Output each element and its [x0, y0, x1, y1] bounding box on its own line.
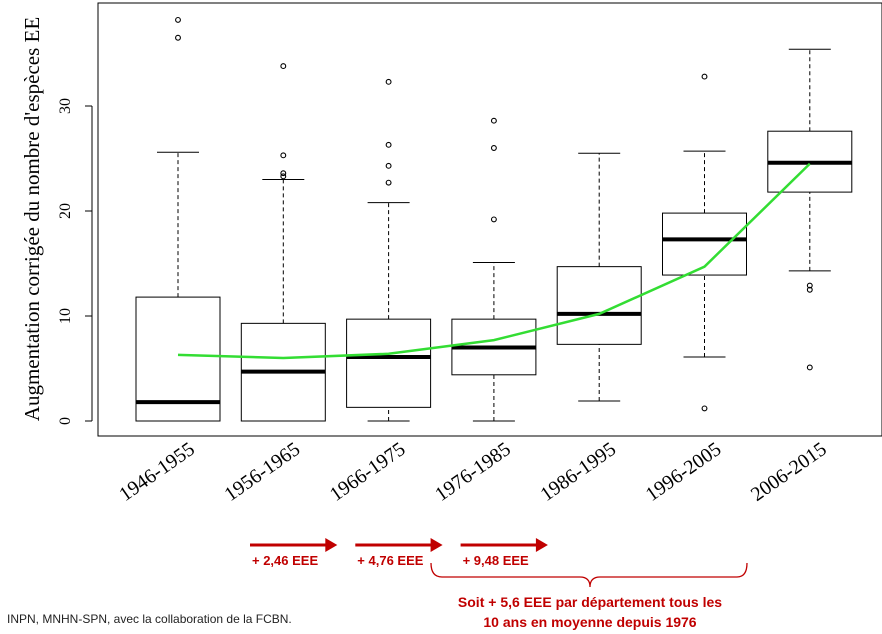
y-axis: 0 10 20 30 [57, 98, 93, 425]
outlier-point [385, 179, 392, 186]
outlier-point [175, 34, 181, 41]
box-iqr [556, 266, 642, 345]
arrow-label: + 2,46 EEE [252, 553, 318, 568]
outlier-point [280, 152, 287, 159]
x-tick-label: 1986-1995 [536, 438, 620, 506]
arrow-head [325, 538, 338, 552]
outlier-point [806, 364, 813, 371]
y-tick-label: 0 [57, 417, 74, 425]
outlier-point [385, 141, 392, 148]
outlier-point [701, 405, 708, 412]
arrow-label: + 4,76 EEE [357, 553, 423, 568]
outlier-point [806, 282, 813, 289]
outlier-point [385, 78, 392, 85]
box-1946-1955 [135, 16, 221, 422]
plot-frame [97, 2, 882, 437]
outlier-point [175, 16, 181, 23]
source-credit: INPN, MNHN-SPN, avec la collaboration de… [7, 612, 292, 626]
x-tick-label: 2006-2015 [747, 438, 831, 506]
summary-line-2: 10 ans en moyenne depuis 1976 [483, 614, 696, 630]
trend-line [177, 162, 811, 360]
outlier-point [490, 145, 497, 151]
box-1966-1975 [346, 78, 432, 422]
brace [430, 562, 748, 588]
box-2006-2015 [767, 48, 853, 371]
outlier-point [280, 170, 287, 177]
arrow-annotation: + 2,46 EEE [250, 538, 338, 568]
boxes [135, 16, 853, 422]
arrow-head [535, 538, 548, 552]
x-tick-label: 1976-1985 [431, 438, 515, 506]
box-1976-1985 [451, 117, 537, 422]
arrow-annotations: + 2,46 EEE + 4,76 EEE + 9,48 EEE [250, 538, 548, 568]
outlier-point [280, 63, 287, 70]
box-iqr [346, 318, 432, 408]
arrow-label: + 9,48 EEE [463, 553, 529, 568]
x-tick-label: 1966-1975 [326, 438, 410, 506]
y-tick-label: 20 [57, 203, 74, 219]
x-tick-label: 1956-1965 [221, 438, 305, 506]
y-axis-label: Augmentation corrigée du nombre d'espèce… [20, 17, 44, 421]
x-tick-label: 1996-2005 [642, 438, 726, 506]
x-axis-labels: 1946-1955 1956-1965 1966-1975 1976-1985 1986… [115, 438, 830, 506]
outlier-point [490, 216, 497, 223]
y-tick-label: 30 [57, 98, 74, 114]
outlier-point [490, 117, 497, 124]
box-iqr [662, 212, 747, 276]
summary-line-1: Soit + 5,6 EEE par département tous les [458, 594, 722, 610]
outlier-point [280, 173, 287, 180]
arrow-head [430, 538, 443, 552]
arrow-annotation: + 4,76 EEE [355, 538, 443, 568]
outlier-point [701, 73, 708, 80]
outlier-point [806, 286, 813, 293]
box-1986-1995 [556, 152, 642, 402]
y-tick-label: 10 [57, 308, 74, 324]
arrow-annotation: + 9,48 EEE [460, 538, 548, 568]
box-1996-2005 [662, 73, 747, 412]
x-tick-label: 1946-1955 [115, 438, 199, 506]
annotations: + 2,46 EEE + 4,76 EEE + 9,48 EEE Soit + 5,… [250, 538, 748, 630]
outlier-point [385, 162, 392, 169]
box-1956-1965 [240, 63, 326, 422]
